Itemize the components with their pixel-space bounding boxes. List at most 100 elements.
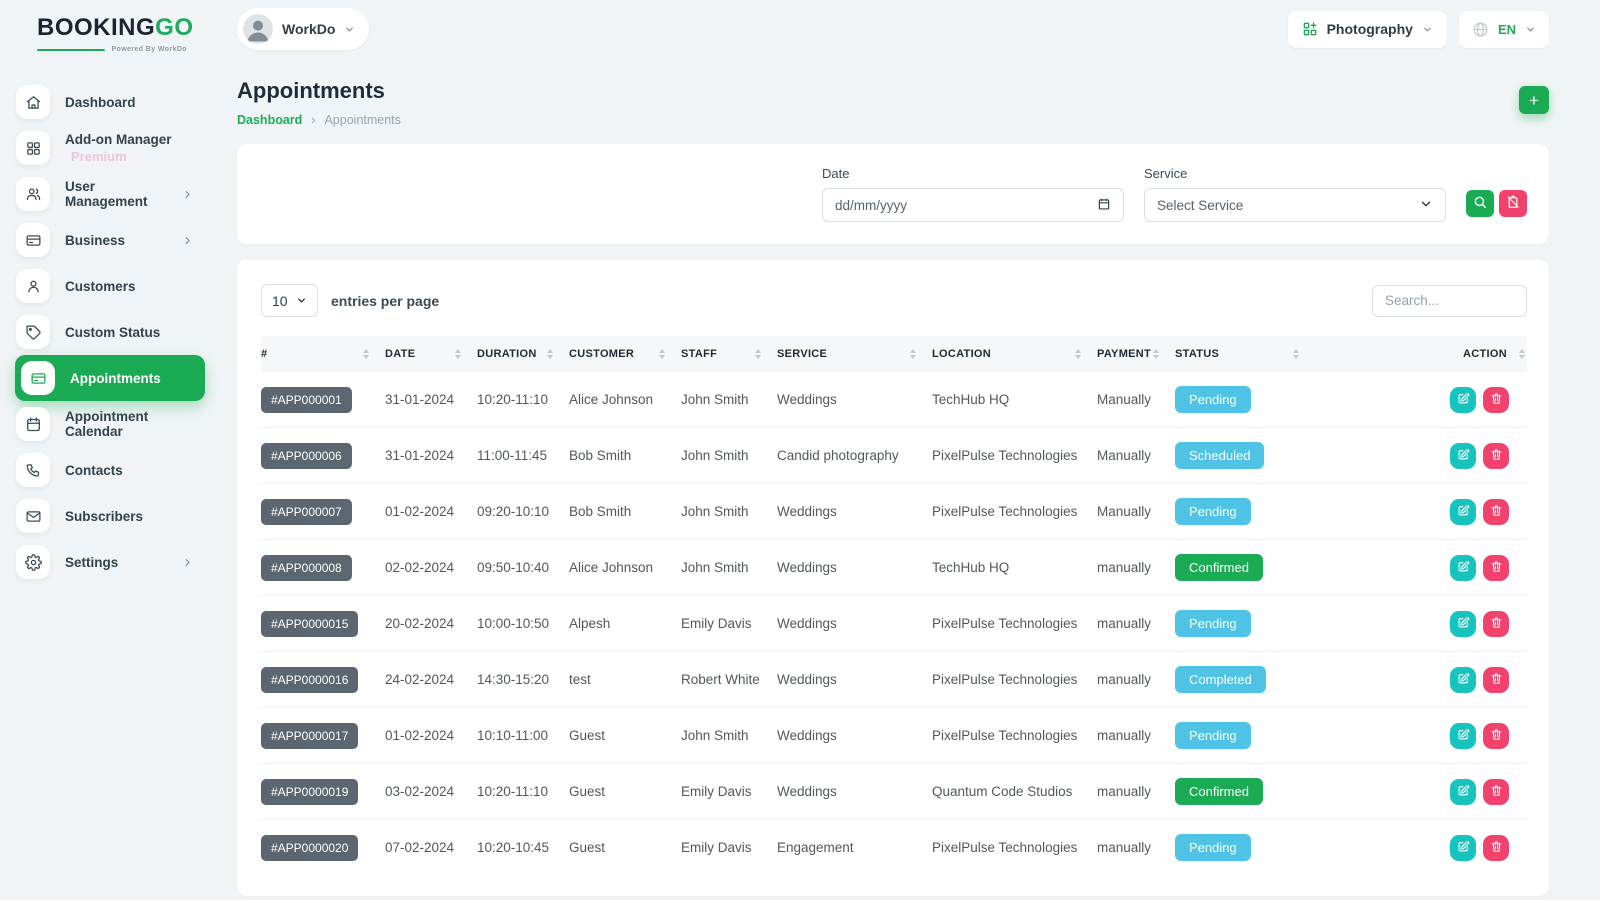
cell-status: Completed: [1175, 651, 1315, 708]
delete-button[interactable]: [1483, 554, 1509, 581]
cell-location: PixelPulse Technologies: [932, 651, 1097, 708]
sidebar-item-label: Subscribers: [65, 508, 144, 524]
edit-button[interactable]: [1450, 442, 1476, 469]
sidebar-item-dashboard[interactable]: Dashboard: [15, 79, 205, 125]
sidebar-item-customers[interactable]: Customers: [15, 263, 205, 309]
reset-filter-button[interactable]: [1499, 190, 1527, 217]
cell-location: PixelPulse Technologies: [932, 595, 1097, 652]
language-selector[interactable]: EN: [1458, 10, 1549, 48]
column-header-duration[interactable]: DURATION: [477, 336, 569, 371]
sidebar-item-label: Contacts: [65, 462, 123, 478]
service-select[interactable]: Select Service: [1144, 188, 1446, 222]
column-header-service[interactable]: SERVICE: [777, 336, 932, 371]
cell-date: 02-02-2024: [385, 539, 477, 596]
column-header-payment[interactable]: PAYMENT: [1097, 336, 1175, 371]
chevron-right-icon: [182, 235, 193, 246]
cell-customer: Alpesh: [569, 595, 681, 652]
delete-button[interactable]: [1483, 610, 1509, 637]
column-header-id[interactable]: #: [261, 336, 385, 371]
edit-button[interactable]: [1450, 834, 1476, 861]
gear-icon: [16, 545, 50, 579]
sidebar-item-appointment-calendar[interactable]: Appointment Calendar: [15, 401, 205, 447]
cell-action: [1315, 427, 1527, 484]
sidebar-item-label: Appointments: [70, 370, 161, 386]
apply-filter-button[interactable]: [1466, 190, 1494, 217]
cell-customer: Bob Smith: [569, 483, 681, 540]
cell-status: Confirmed: [1175, 763, 1315, 820]
table-row: #APP000007 01-02-2024 09:20-10:10 Bob Smith…: [261, 483, 1527, 540]
cell-service: Candid photography: [777, 427, 932, 484]
entries-per-page-select[interactable]: 10: [261, 284, 318, 317]
date-placeholder: dd/mm/yyyy: [835, 197, 908, 213]
module-selector[interactable]: Photography: [1287, 10, 1447, 48]
workspace-selector[interactable]: WorkDo: [237, 8, 370, 50]
sidebar-item-add-on-manager[interactable]: Add-on Manager Premium: [15, 125, 205, 171]
column-header-location[interactable]: LOCATION: [932, 336, 1097, 371]
edit-button[interactable]: [1450, 554, 1476, 581]
sidebar-item-settings[interactable]: Settings: [15, 539, 205, 585]
edit-button[interactable]: [1450, 666, 1476, 693]
cell-customer: Alice Johnson: [569, 539, 681, 596]
column-header-status[interactable]: STATUS: [1175, 336, 1315, 371]
column-header-action[interactable]: ACTION: [1315, 336, 1527, 371]
cell-customer: Alice Johnson: [569, 371, 681, 428]
edit-button[interactable]: [1450, 610, 1476, 637]
avatar: [243, 14, 273, 44]
table-row: #APP000001 31-01-2024 10:20-11:10 Alice Joh…: [261, 371, 1527, 428]
cell-customer: Guest: [569, 707, 681, 764]
globe-icon: [1472, 21, 1489, 38]
pencil-icon: [1457, 784, 1470, 800]
edit-button[interactable]: [1450, 722, 1476, 749]
sidebar-item-custom-status[interactable]: Custom Status: [15, 309, 205, 355]
cell-status: Scheduled: [1175, 427, 1315, 484]
edit-button[interactable]: [1450, 778, 1476, 805]
users-icon: [16, 177, 50, 211]
pencil-icon: [1457, 672, 1470, 688]
sidebar-item-business[interactable]: Business: [15, 217, 205, 263]
cell-date: 24-02-2024: [385, 651, 477, 708]
delete-button[interactable]: [1483, 498, 1509, 525]
table-row: #APP000006 31-01-2024 11:00-11:45 Bob Smith…: [261, 427, 1527, 484]
filter-panel: Date dd/mm/yyyy Service Select Service: [237, 144, 1549, 244]
cell-status: Pending: [1175, 819, 1315, 876]
cell-status: Pending: [1175, 371, 1315, 428]
column-header-staff[interactable]: STAFF: [681, 336, 777, 371]
brand-logo[interactable]: BOOKINGGO Powered By WorkDo: [37, 16, 193, 53]
delete-button[interactable]: [1483, 666, 1509, 693]
delete-button[interactable]: [1483, 834, 1509, 861]
cell-id: #APP000008: [261, 539, 385, 596]
column-header-date[interactable]: DATE: [385, 336, 477, 371]
delete-button[interactable]: [1483, 722, 1509, 749]
breadcrumb-dashboard-link[interactable]: Dashboard: [237, 113, 303, 127]
add-appointment-button[interactable]: +: [1519, 86, 1549, 114]
trash-icon: [1490, 448, 1503, 464]
delete-button[interactable]: [1483, 778, 1509, 805]
cell-staff: John Smith: [681, 707, 777, 764]
cell-staff: John Smith: [681, 483, 777, 540]
powered-by-label: Powered By WorkDo: [111, 46, 187, 53]
delete-button[interactable]: [1483, 386, 1509, 413]
sidebar-item-subscribers[interactable]: Subscribers: [15, 493, 205, 539]
cell-action: [1315, 651, 1527, 708]
sidebar-item-label: Appointment Calendar: [65, 409, 149, 439]
language-label: EN: [1497, 21, 1516, 37]
cell-service: Weddings: [777, 763, 932, 820]
trash-icon: [1490, 728, 1503, 744]
trash-icon: [1490, 672, 1503, 688]
edit-button[interactable]: [1450, 386, 1476, 413]
date-input[interactable]: dd/mm/yyyy: [822, 188, 1124, 222]
pencil-icon: [1457, 728, 1470, 744]
calendar-icon: [16, 407, 50, 441]
sidebar-item-contacts[interactable]: Contacts: [15, 447, 205, 493]
table-search-input[interactable]: [1372, 284, 1527, 317]
sidebar-item-appointments[interactable]: Appointments: [15, 355, 205, 401]
cell-id: #APP000001: [261, 371, 385, 428]
module-grid-icon: [1302, 21, 1318, 37]
cell-id: #APP000007: [261, 483, 385, 540]
edit-button[interactable]: [1450, 498, 1476, 525]
sidebar-item-user-management[interactable]: User Management: [15, 171, 205, 217]
status-badge: Scheduled: [1175, 442, 1265, 469]
cell-id: #APP0000020: [261, 819, 385, 876]
delete-button[interactable]: [1483, 442, 1509, 469]
column-header-customer[interactable]: CUSTOMER: [569, 336, 681, 371]
